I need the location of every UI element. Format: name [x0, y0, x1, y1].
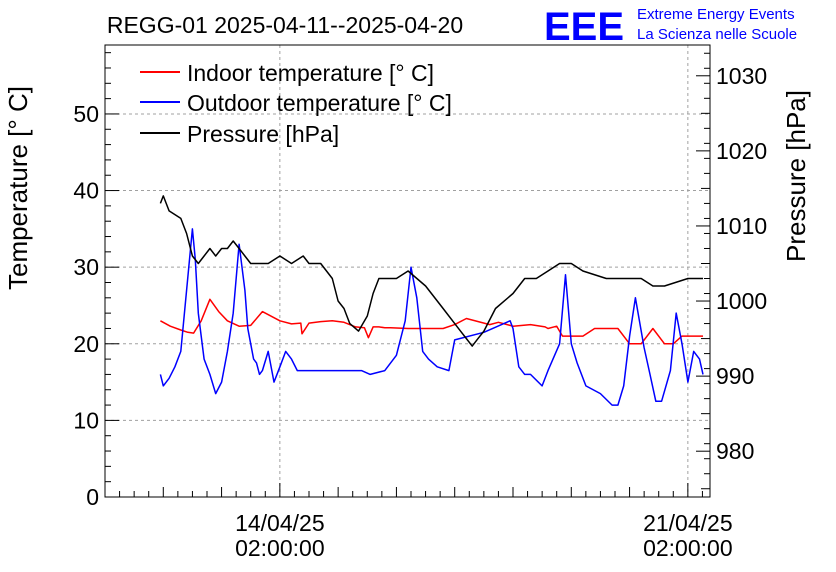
- legend-label-pressure: Pressure [hPa]: [187, 121, 339, 147]
- left-axis: 0 10 20 30 40 50: [73, 52, 119, 510]
- legend-label-outdoor: Outdoor temperature [° C]: [187, 90, 452, 116]
- logo-line-2: La Scienza nelle Scuole: [637, 26, 797, 43]
- left-tick-label: 20: [73, 331, 99, 357]
- logo-line-1: Extreme Energy Events: [637, 6, 795, 23]
- right-tick-label: 1000: [716, 288, 767, 314]
- chart-title: REGG-01 2025-04-11--2025-04-20: [107, 12, 463, 38]
- indoor-temperature-line: [160, 298, 703, 345]
- x-tick-time: 02:00:00: [235, 535, 325, 561]
- right-axis: 980 990 1000 1010 1020 1030: [696, 52, 767, 490]
- left-tick-label: 50: [73, 101, 99, 127]
- left-tick-label: 40: [73, 178, 99, 204]
- y-axis-label-right: Pressure [hPa]: [781, 90, 811, 262]
- right-tick-label: 1020: [716, 138, 767, 164]
- right-tick-label: 980: [716, 438, 754, 464]
- legend: Indoor temperature [° C] Outdoor tempera…: [140, 60, 452, 147]
- plot-frame: [104, 44, 711, 498]
- right-tick-label: 1030: [716, 63, 767, 89]
- pressure-line: [159, 195, 703, 347]
- x-tick-time: 02:00:00: [643, 535, 733, 561]
- grid: [105, 45, 710, 497]
- right-tick-label: 1010: [716, 213, 767, 239]
- eee-logo-mark: EEE: [544, 5, 624, 49]
- legend-label-indoor: Indoor temperature [° C]: [187, 60, 434, 86]
- eee-logo: EEE Extreme Energy Events La Scienza nel…: [544, 5, 797, 49]
- right-tick-label: 990: [716, 363, 754, 389]
- outdoor-temperature-line: [159, 228, 704, 406]
- left-tick-label: 10: [73, 407, 99, 433]
- x-tick-date: 21/04/25: [643, 510, 733, 536]
- y-axis-label-left: Temperature [° C]: [3, 86, 33, 290]
- series-layer: [159, 195, 704, 406]
- x-tick-date: 14/04/25: [235, 510, 325, 536]
- left-tick-label: 30: [73, 254, 99, 280]
- left-tick-label: 0: [86, 484, 99, 510]
